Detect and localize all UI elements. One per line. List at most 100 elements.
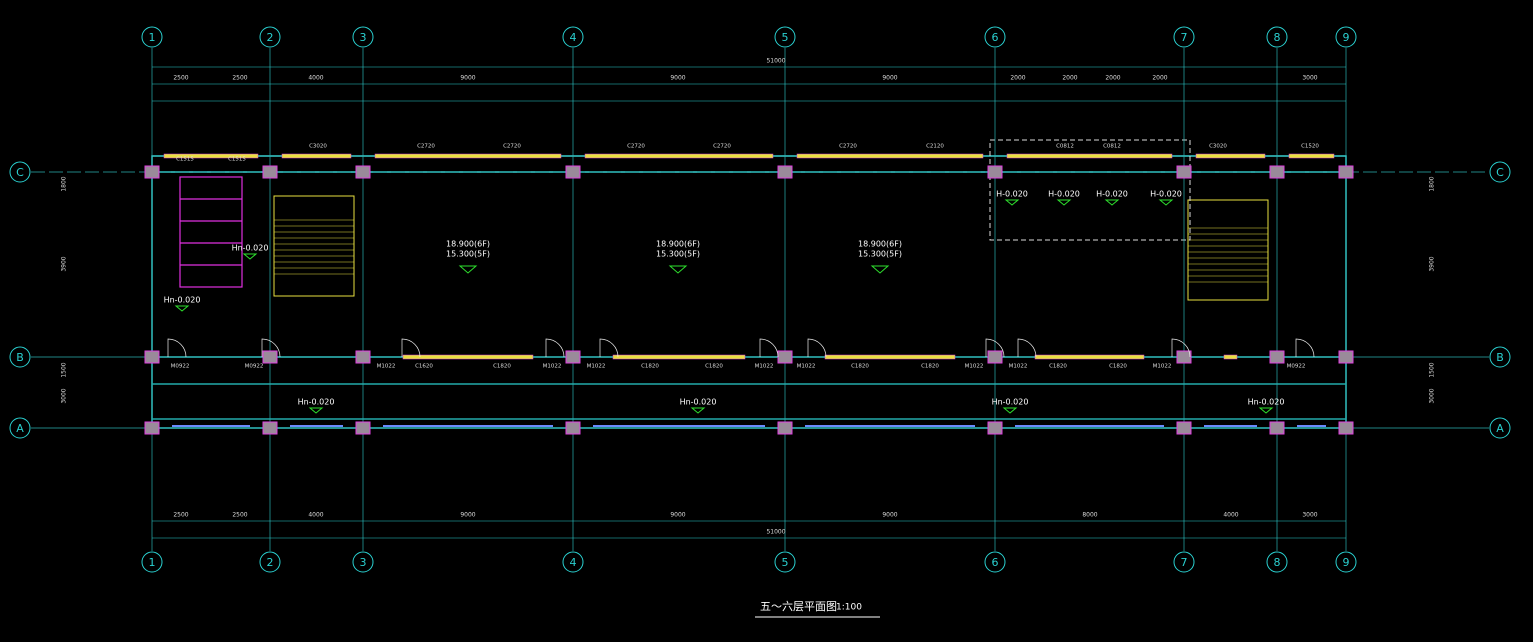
level-symbol: [870, 265, 890, 274]
axis-label: 7: [1181, 556, 1188, 569]
window: [796, 153, 984, 159]
door: [1017, 338, 1037, 358]
level-symbol: [1258, 407, 1274, 414]
door-label: M1022: [797, 364, 816, 370]
window-label: C1520: [1301, 144, 1319, 150]
axis-label: 1: [149, 31, 156, 44]
level-mark: Hn-0.020: [680, 398, 717, 407]
level-symbol: [690, 407, 706, 414]
door-label: M1022: [755, 364, 774, 370]
door: [599, 338, 619, 358]
dimension-text: 3000: [1302, 75, 1317, 82]
room-elevation: 18.900(6F): [446, 240, 490, 249]
dimension-text: 9000: [460, 512, 475, 519]
door-label: M0922: [245, 364, 264, 370]
column: [355, 350, 371, 364]
axis-bubble: [1335, 26, 1357, 48]
window-label: C0812: [1103, 144, 1121, 150]
axis-label: 1: [149, 556, 156, 569]
room-elevation: 15.300(5F): [656, 250, 700, 259]
window-label: C1515: [176, 157, 194, 163]
axis-bubble: [562, 26, 584, 48]
window-label: C2720: [503, 144, 521, 150]
axis-bubble: [984, 26, 1006, 48]
axis-label: C: [1496, 166, 1504, 179]
dimension-text: 9000: [460, 75, 475, 82]
window: [402, 354, 534, 360]
window-label: C1515: [228, 157, 246, 163]
level-symbol: [668, 265, 688, 274]
door: [401, 338, 421, 358]
window: [584, 153, 774, 159]
column: [144, 350, 160, 364]
column: [262, 421, 278, 435]
column: [262, 350, 278, 364]
column: [1338, 421, 1354, 435]
column: [262, 165, 278, 179]
dimension-text: 51000: [766, 529, 785, 536]
axis-label: B: [1496, 351, 1504, 364]
level-mark: Hn-0.020: [298, 398, 335, 407]
door: [261, 338, 281, 358]
level-symbol: [174, 305, 190, 312]
dimension-text: 2500: [232, 75, 247, 82]
column: [355, 165, 371, 179]
dimension-text: 1500: [61, 362, 68, 377]
level-mark: H-0.020: [1150, 190, 1182, 199]
axis-label: C: [16, 166, 24, 179]
column: [565, 350, 581, 364]
dimension-text: 9000: [670, 512, 685, 519]
window-label: C2720: [417, 144, 435, 150]
level-symbol: [458, 265, 478, 274]
drawing-scale: 1:100: [836, 603, 862, 613]
axis-label: B: [16, 351, 24, 364]
stair-steps: [274, 219, 1268, 283]
level-mark: Hn-0.020: [164, 296, 201, 305]
door-label: M1022: [377, 364, 396, 370]
window-label: C2720: [839, 144, 857, 150]
axis-bubble: [9, 161, 31, 183]
dimension-text: 51000: [766, 58, 785, 65]
window-label: C2720: [713, 144, 731, 150]
axis-label: 8: [1274, 556, 1281, 569]
axis-bubble: [141, 26, 163, 48]
axis-label: 9: [1343, 556, 1350, 569]
dimension-text: 9000: [882, 512, 897, 519]
level-mark: Hn-0.020: [232, 244, 269, 253]
dimension-text: 3900: [61, 256, 68, 271]
corridor-window-label: C1820: [705, 364, 723, 370]
level-symbol: [1158, 199, 1174, 206]
corridor-window-label: C1820: [921, 364, 939, 370]
axis-label: 7: [1181, 31, 1188, 44]
axis-label: 4: [570, 31, 577, 44]
window: [824, 354, 956, 360]
dimension-text: 2500: [173, 512, 188, 519]
axis-bubble: [1335, 551, 1357, 573]
axis-bubble: [984, 551, 1006, 573]
dimension-text: 2000: [1062, 75, 1077, 82]
door: [985, 338, 1005, 358]
dimension-text: 1500: [1429, 362, 1436, 377]
axis-bubble: [1266, 551, 1288, 573]
axis-bubble: [1489, 346, 1511, 368]
dimension-text: 3900: [1429, 256, 1436, 271]
axis-bubble: [774, 26, 796, 48]
level-mark: H-0.020: [1096, 190, 1128, 199]
column: [144, 421, 160, 435]
dimension-text: 4000: [308, 75, 323, 82]
door: [759, 338, 779, 358]
dimension-text: 9000: [882, 75, 897, 82]
detail-box: [989, 139, 1191, 241]
window: [1006, 153, 1173, 159]
level-mark: Hn-0.020: [992, 398, 1029, 407]
dimension-text: 3000: [1429, 388, 1436, 403]
dimension-text: 2000: [1105, 75, 1120, 82]
room-elevation: 15.300(5F): [446, 250, 490, 259]
dimension-text: 8000: [1082, 512, 1097, 519]
axis-bubble: [9, 417, 31, 439]
door-label: M1022: [1009, 364, 1028, 370]
axis-label: 6: [992, 556, 999, 569]
corridor-window-label: C1820: [1109, 364, 1127, 370]
